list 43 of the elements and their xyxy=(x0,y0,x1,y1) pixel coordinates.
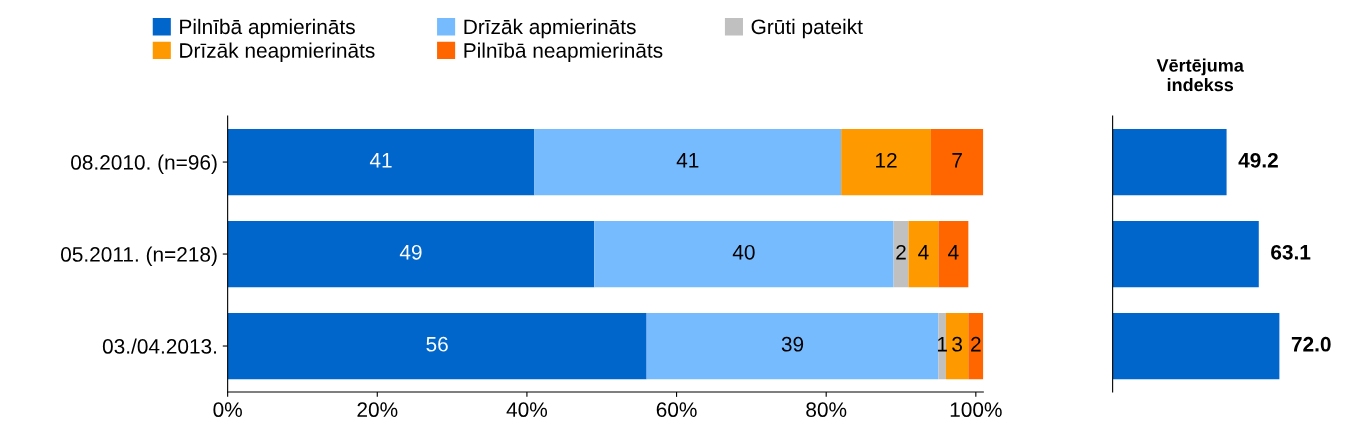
bar xyxy=(646,312,939,380)
y-tick-label: 03./04.2013. xyxy=(102,338,217,354)
data-label: 2 xyxy=(971,336,981,352)
x-tick-label: 40% xyxy=(506,402,548,418)
x-tick-label: 80% xyxy=(806,402,847,418)
legend-label: Grūti pateikt xyxy=(751,18,863,39)
data-label: 3 xyxy=(952,336,962,352)
data-label: 49 xyxy=(399,244,422,260)
data-label: 12 xyxy=(876,152,897,168)
chart-title: Vērtējuma indekss xyxy=(1156,58,1244,92)
bar xyxy=(594,220,894,288)
data-label: 49.2 xyxy=(1238,152,1278,168)
x-tick-label: 20% xyxy=(357,402,398,418)
bar xyxy=(841,128,931,196)
data-label: 56 xyxy=(426,336,448,352)
data-label: 2 xyxy=(896,244,906,260)
data-label: 72.0 xyxy=(1291,336,1331,352)
x-tick-label: 100% xyxy=(950,402,1002,418)
bar xyxy=(534,128,842,196)
data-label: 7 xyxy=(952,153,962,168)
x-tick-label: 60% xyxy=(656,402,697,418)
y-tick-label: 08.2010. (n=96) xyxy=(71,154,217,174)
bar xyxy=(227,312,647,380)
bar xyxy=(227,128,535,196)
data-label: 63.1 xyxy=(1271,244,1311,260)
bar xyxy=(968,312,984,380)
data-label: 39 xyxy=(781,336,804,352)
bar xyxy=(930,128,984,196)
legend-label: Drīzāk apmierināts xyxy=(464,18,636,39)
data-label: 4 xyxy=(948,245,959,260)
legend-label: Drīzāk neapmierināts xyxy=(180,42,375,62)
bar xyxy=(945,312,969,380)
bar xyxy=(938,220,969,288)
data-label: 41 xyxy=(676,153,699,168)
bar xyxy=(227,220,595,288)
data-label: 4 xyxy=(918,245,929,260)
legend-label: Pilnībā neapmierināts xyxy=(464,42,663,62)
data-label: 40 xyxy=(732,244,755,260)
y-tick-label: 05.2011. (n=218) xyxy=(61,246,217,266)
legend-label: Pilnībā apmierināts xyxy=(180,18,355,39)
bar xyxy=(908,220,939,288)
x-tick-label: 0% xyxy=(213,402,242,418)
data-label: 41 xyxy=(369,153,392,168)
